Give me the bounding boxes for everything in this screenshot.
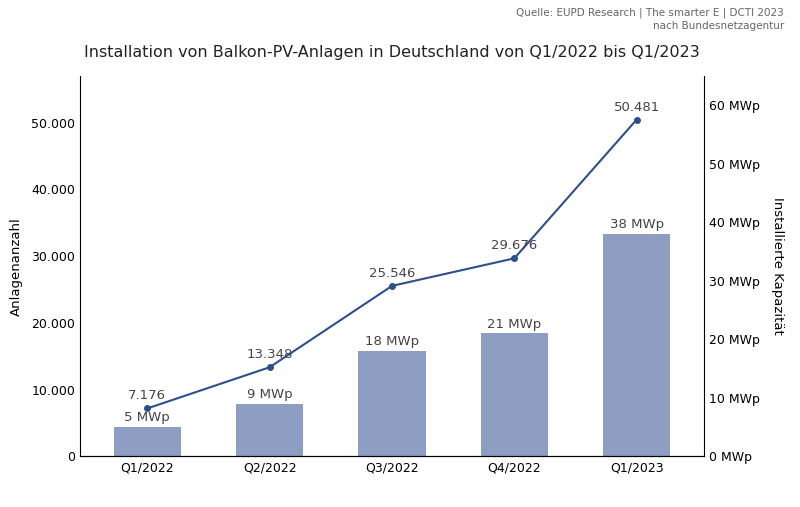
Text: 29.676: 29.676 — [491, 239, 538, 252]
Text: 7.176: 7.176 — [128, 389, 166, 403]
Bar — [603, 234, 670, 456]
Text: 25.546: 25.546 — [369, 267, 415, 280]
Text: 5 MWp: 5 MWp — [125, 411, 170, 424]
Bar — [481, 334, 548, 456]
Text: Quelle: EUPD Research | The smarter E | DCTI 2023
nach Bundesnetzagentur: Quelle: EUPD Research | The smarter E | … — [516, 8, 784, 31]
Text: 18 MWp: 18 MWp — [365, 335, 419, 348]
Bar — [236, 404, 303, 456]
Text: 38 MWp: 38 MWp — [610, 219, 664, 231]
Y-axis label: Installierte Kapazität: Installierte Kapazität — [771, 197, 784, 335]
Text: 21 MWp: 21 MWp — [487, 318, 542, 331]
Y-axis label: Anlagenanzahl: Anlagenanzahl — [10, 217, 23, 315]
Text: 50.481: 50.481 — [614, 100, 660, 114]
Text: 13.348: 13.348 — [246, 348, 293, 361]
Bar — [358, 351, 426, 456]
Title: Installation von Balkon-PV-Anlagen in Deutschland von Q1/2022 bis Q1/2023: Installation von Balkon-PV-Anlagen in De… — [84, 45, 700, 60]
Bar — [114, 427, 181, 456]
Text: 9 MWp: 9 MWp — [247, 388, 293, 401]
